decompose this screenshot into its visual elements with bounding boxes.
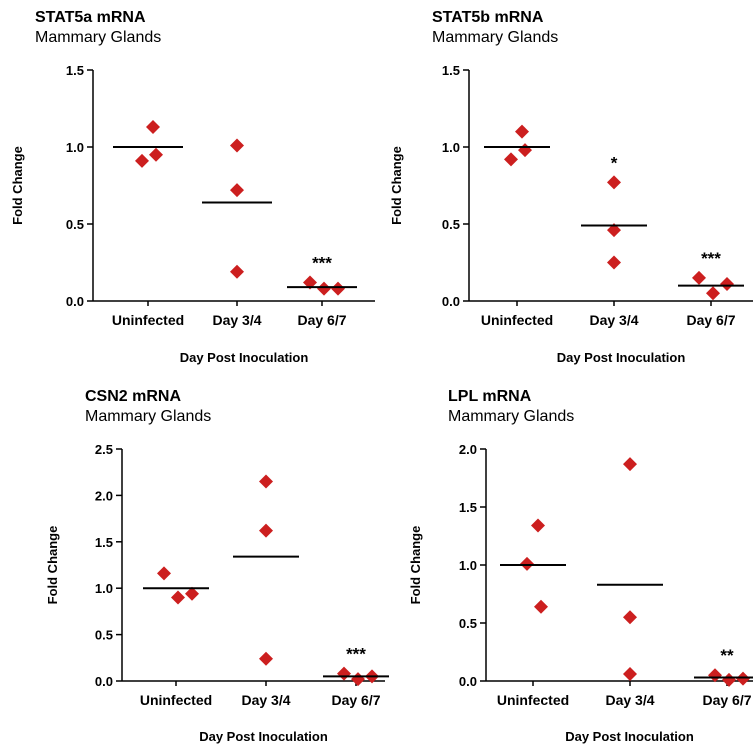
data-point <box>337 666 351 681</box>
x-tick-label: Uninfected <box>112 312 184 328</box>
x-tick-label: Uninfected <box>497 692 569 708</box>
significance-marker: *** <box>312 254 332 273</box>
x-axis-label: Day Post Inoculation <box>199 729 328 744</box>
data-point <box>303 275 317 290</box>
chart-panel-1: STAT5a mRNA Mammary Glands 0.0 0.5 1.0 1.5 Fol… <box>10 9 375 365</box>
y-tick-label: 2.0 <box>459 442 477 457</box>
y-tick-label: 0.0 <box>459 674 477 689</box>
y-tick-label: 1.5 <box>66 63 84 78</box>
x-tick-label: Day 6/7 <box>331 692 380 708</box>
data-point <box>230 138 244 153</box>
x-tick-label: Day 3/4 <box>241 692 290 708</box>
y-axis-label: Fold Change <box>10 146 25 225</box>
chart-subtitle: Mammary Glands <box>85 408 211 425</box>
y-axis-label: Fold Change <box>408 526 423 605</box>
data-point <box>259 651 273 666</box>
chart-subtitle: Mammary Glands <box>432 29 558 46</box>
data-point <box>607 175 621 190</box>
data-point <box>520 556 534 571</box>
x-tick-label: Day 3/4 <box>212 312 261 328</box>
x-tick-label: Uninfected <box>481 312 553 328</box>
data-point <box>515 124 529 139</box>
y-tick-label: 1.0 <box>459 558 477 573</box>
y-tick-label: 1.0 <box>66 140 84 155</box>
chart-panel-4: LPL mRNA Mammary Glands 0.0 0.5 1.0 1.5 2.0 Fol… <box>408 388 753 744</box>
data-point <box>531 518 545 533</box>
significance-marker: *** <box>701 249 721 268</box>
significance-marker: ** <box>720 646 734 665</box>
data-point <box>692 270 706 285</box>
data-point <box>720 277 734 292</box>
data-point <box>146 119 160 134</box>
chart-title: STAT5a mRNA <box>35 9 146 26</box>
y-tick-label: 1.0 <box>95 581 113 596</box>
data-point <box>607 223 621 238</box>
data-point <box>706 286 720 301</box>
y-tick-label: 2.5 <box>95 442 113 457</box>
data-point <box>331 281 345 296</box>
data-point <box>623 610 637 625</box>
chart-title: CSN2 mRNA <box>85 388 181 405</box>
y-tick-label: 0.0 <box>95 674 113 689</box>
y-tick-label: 1.0 <box>442 140 460 155</box>
chart-subtitle: Mammary Glands <box>448 408 574 425</box>
chart-panel-2: STAT5b mRNA Mammary Glands 0.0 0.5 1.0 1.5 Fol… <box>389 9 753 365</box>
data-point <box>534 599 548 614</box>
x-axis-label: Day Post Inoculation <box>180 350 309 365</box>
chart-subtitle: Mammary Glands <box>35 29 161 46</box>
y-tick-label: 1.5 <box>459 500 477 515</box>
data-point <box>623 457 637 472</box>
data-point <box>135 153 149 168</box>
chart-panel-3: CSN2 mRNA Mammary Glands 0.0 0.5 1.0 1.5 2.0 2.… <box>45 388 389 744</box>
data-point <box>607 255 621 270</box>
y-tick-label: 2.0 <box>95 488 113 503</box>
data-point <box>157 566 171 581</box>
x-tick-label: Day 6/7 <box>686 312 735 328</box>
data-point <box>736 671 750 686</box>
chart-title: STAT5b mRNA <box>432 9 544 26</box>
y-tick-label: 1.5 <box>442 63 460 78</box>
significance-marker: * <box>611 153 618 172</box>
x-tick-label: Day 3/4 <box>589 312 638 328</box>
data-point <box>708 668 722 683</box>
y-tick-label: 0.0 <box>66 294 84 309</box>
data-point <box>259 474 273 489</box>
data-point <box>230 264 244 279</box>
significance-marker: *** <box>346 645 366 664</box>
y-tick-label: 0.5 <box>95 628 113 643</box>
y-tick-label: 0.0 <box>442 294 460 309</box>
y-tick-label: 1.5 <box>95 535 113 550</box>
data-point <box>351 672 365 687</box>
x-axis-label: Day Post Inoculation <box>565 729 694 744</box>
data-point <box>317 281 331 296</box>
x-tick-label: Uninfected <box>140 692 212 708</box>
x-tick-label: Day 6/7 <box>702 692 751 708</box>
x-tick-label: Day 6/7 <box>297 312 346 328</box>
chart-title: LPL mRNA <box>448 388 532 405</box>
y-tick-label: 0.5 <box>66 217 84 232</box>
data-point <box>171 590 185 605</box>
x-axis-label: Day Post Inoculation <box>557 350 686 365</box>
data-point <box>722 672 736 687</box>
y-tick-label: 0.5 <box>442 217 460 232</box>
y-axis-label: Fold Change <box>389 146 404 225</box>
y-axis-label: Fold Change <box>45 526 60 605</box>
data-point <box>518 143 532 158</box>
data-point <box>230 183 244 198</box>
data-point <box>185 586 199 601</box>
data-point <box>504 152 518 167</box>
data-point <box>259 523 273 538</box>
data-point <box>149 147 163 162</box>
x-tick-label: Day 3/4 <box>605 692 654 708</box>
y-tick-label: 0.5 <box>459 616 477 631</box>
data-point <box>623 667 637 682</box>
